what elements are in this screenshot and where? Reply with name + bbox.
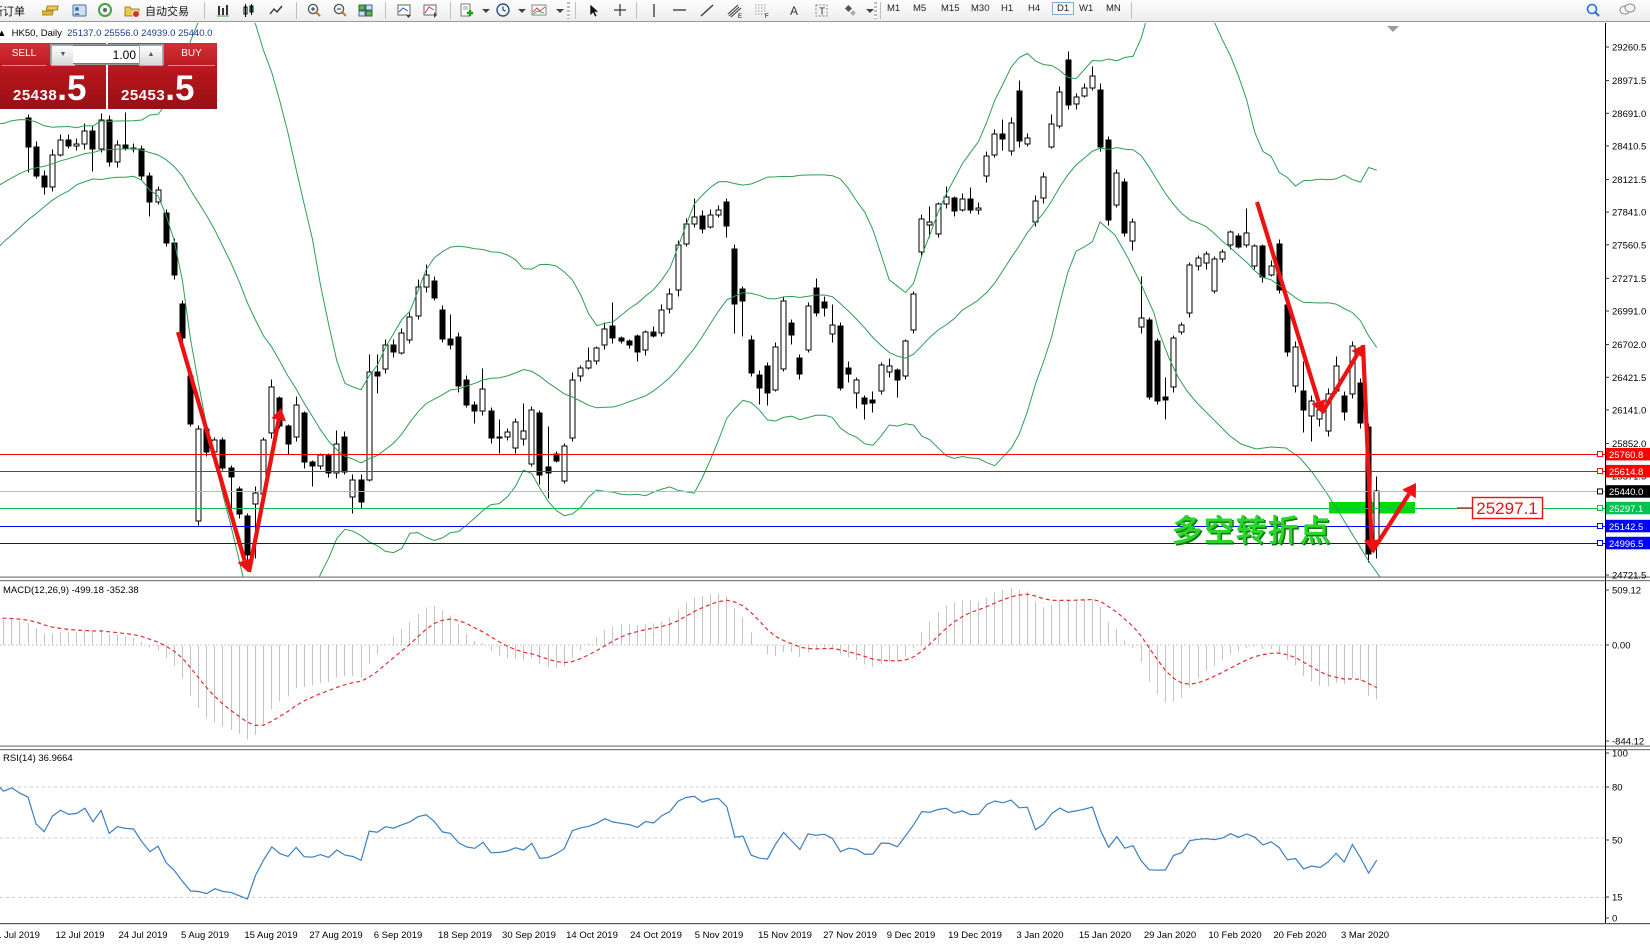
svg-text:5 Aug 2019: 5 Aug 2019 xyxy=(181,930,229,941)
svg-text:A: A xyxy=(790,4,798,18)
svg-text:25440.0: 25440.0 xyxy=(1609,487,1643,498)
svg-text:24 Jul 2019: 24 Jul 2019 xyxy=(118,930,167,941)
svg-text:24721.5: 24721.5 xyxy=(1612,571,1646,582)
svg-text:25852.0: 25852.0 xyxy=(1612,439,1646,450)
svg-text:15 Nov 2019: 15 Nov 2019 xyxy=(758,930,812,941)
svg-text:多空转折点: 多空转折点 xyxy=(1172,515,1332,548)
svg-text:3 Mar 2020: 3 Mar 2020 xyxy=(1341,930,1389,941)
svg-text:509.12: 509.12 xyxy=(1612,586,1641,597)
svg-text:15: 15 xyxy=(1612,893,1623,904)
svg-text:25297.1: 25297.1 xyxy=(1609,504,1643,515)
svg-text:0.00: 0.00 xyxy=(1612,641,1631,652)
svg-text:28410.5: 28410.5 xyxy=(1612,141,1646,152)
svg-text:14 Oct 2019: 14 Oct 2019 xyxy=(566,930,618,941)
svg-text:26702.0: 26702.0 xyxy=(1612,340,1646,351)
svg-text:27 Aug 2019: 27 Aug 2019 xyxy=(309,930,362,941)
svg-text:26991.0: 26991.0 xyxy=(1612,307,1646,318)
svg-text:9 Dec 2019: 9 Dec 2019 xyxy=(887,930,936,941)
svg-text:27841.0: 27841.0 xyxy=(1612,208,1646,219)
svg-text:20 Feb 2020: 20 Feb 2020 xyxy=(1273,930,1326,941)
svg-text:12 Jul 2019: 12 Jul 2019 xyxy=(55,930,104,941)
svg-text:24996.5: 24996.5 xyxy=(1609,539,1643,550)
svg-text:25142.5: 25142.5 xyxy=(1609,522,1643,533)
svg-text:19 Dec 2019: 19 Dec 2019 xyxy=(948,930,1002,941)
svg-text:27560.5: 27560.5 xyxy=(1612,240,1646,251)
svg-text:80: 80 xyxy=(1612,783,1623,794)
svg-text:15 Aug 2019: 15 Aug 2019 xyxy=(244,930,297,941)
svg-text:1 Jul 2019: 1 Jul 2019 xyxy=(0,930,40,941)
svg-text:MACD(12,26,9) -499.18 -352.38: MACD(12,26,9) -499.18 -352.38 xyxy=(3,585,139,596)
svg-text:28691.0: 28691.0 xyxy=(1612,109,1646,120)
svg-text:29 Jan 2020: 29 Jan 2020 xyxy=(1144,930,1196,941)
svg-text:100: 100 xyxy=(1612,749,1628,760)
svg-text:27 Nov 2019: 27 Nov 2019 xyxy=(823,930,877,941)
svg-text:29260.5: 29260.5 xyxy=(1612,43,1646,54)
svg-text:18 Sep 2019: 18 Sep 2019 xyxy=(438,930,492,941)
svg-text:28971.5: 28971.5 xyxy=(1612,76,1646,87)
svg-text:30 Sep 2019: 30 Sep 2019 xyxy=(502,930,556,941)
svg-text:5 Nov 2019: 5 Nov 2019 xyxy=(695,930,744,941)
svg-text:-844.12: -844.12 xyxy=(1612,737,1644,748)
svg-text:RSI(14) 36.9664: RSI(14) 36.9664 xyxy=(3,753,73,764)
svg-text:25297.1: 25297.1 xyxy=(1476,499,1537,518)
svg-text:3 Jan 2020: 3 Jan 2020 xyxy=(1016,930,1063,941)
svg-text:25760.8: 25760.8 xyxy=(1609,450,1643,461)
svg-text:28121.5: 28121.5 xyxy=(1612,175,1646,186)
svg-text:E: E xyxy=(738,14,742,19)
svg-text:50: 50 xyxy=(1612,836,1623,847)
svg-text:10 Feb 2020: 10 Feb 2020 xyxy=(1208,930,1261,941)
svg-text:6 Sep 2019: 6 Sep 2019 xyxy=(374,930,423,941)
svg-text:T: T xyxy=(819,7,825,18)
svg-text:26141.0: 26141.0 xyxy=(1612,405,1646,416)
svg-text:27271.5: 27271.5 xyxy=(1612,274,1646,285)
svg-text:15 Jan 2020: 15 Jan 2020 xyxy=(1079,930,1131,941)
svg-text:0: 0 xyxy=(1612,914,1617,925)
svg-text:26421.5: 26421.5 xyxy=(1612,373,1646,384)
svg-text:F: F xyxy=(765,14,769,19)
svg-text:24 Oct 2019: 24 Oct 2019 xyxy=(630,930,682,941)
svg-text:多空转折点: 多空转折点 xyxy=(1174,517,1334,550)
svg-text:25614.8: 25614.8 xyxy=(1609,467,1643,478)
